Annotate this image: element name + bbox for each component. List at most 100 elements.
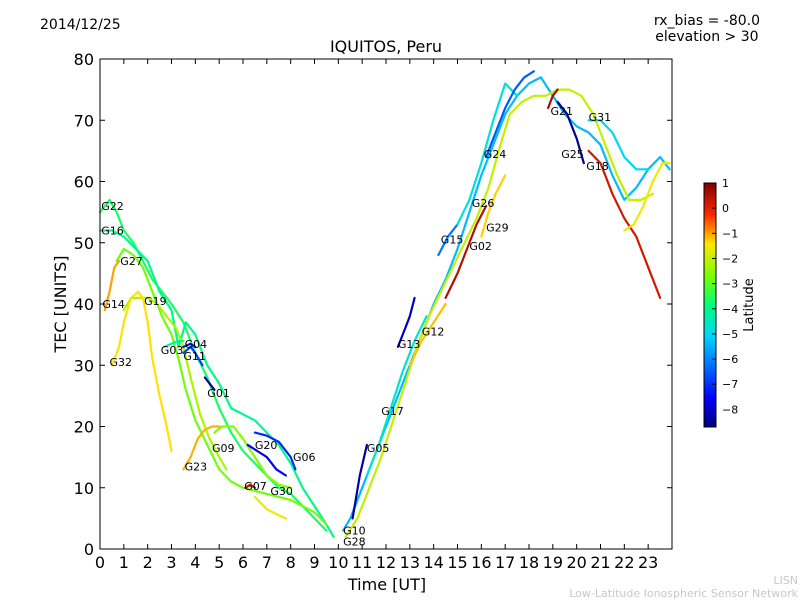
rx-bias-label: rx_bias = -80.0 [653,13,760,29]
sat-label-g25: G25 [561,148,584,161]
colorbar-tick-label: −5 [722,328,738,341]
x-tick-label: 13 [400,553,420,572]
series-g23 [182,425,221,471]
sat-label-g01: G01 [207,387,230,400]
series-g28 [344,88,655,538]
sat-label-g07: G07 [244,480,267,493]
y-tick-label: 70 [74,111,94,130]
sat-label-g17: G17 [381,405,404,418]
sat-label-g10: G10 [343,525,366,538]
sat-label-g27: G27 [120,255,143,268]
y-tick-label: 30 [74,356,94,375]
x-tick-label: 4 [190,553,200,572]
x-tick-label: 21 [590,553,610,572]
colorbar-tick-label: −2 [722,252,738,265]
x-tick-label: 6 [238,553,248,572]
sat-label-g15: G15 [441,234,464,247]
x-tick-label: 9 [309,553,319,572]
colorbar-label: Latitude [742,278,757,332]
sat-label-g20: G20 [255,439,278,452]
series-g13 [396,296,416,348]
x-tick-label: 18 [519,553,539,572]
sat-label-g31: G31 [589,111,612,124]
date-label: 2014/12/25 [40,17,121,33]
series-g15 [437,223,459,257]
series-g12 [408,302,447,367]
x-tick-label: 7 [262,553,272,572]
series-g21 [546,88,559,110]
y-tick-label: 0 [84,540,94,559]
series-g25 [556,100,585,165]
bias-info: rx_bias = -80.0 elevation > 30 [654,13,760,45]
y-tick-label: 20 [74,418,94,437]
x-tick-label: 22 [614,553,634,572]
x-tick-label: 15 [447,553,467,572]
x-tick-label: 2 [143,553,153,572]
x-tick-label: 11 [352,553,372,572]
x-tick-label: 14 [423,553,443,572]
x-axis-label: Time [UT] [347,575,426,594]
colorbar-tick-label: −7 [722,378,738,391]
sat-label-g06: G06 [293,451,316,464]
series-g09 [213,425,292,489]
series-g07 [244,483,256,489]
sat-label-g09: G09 [212,442,235,455]
sat-label-g19: G19 [144,295,167,308]
series-g11 [182,345,204,367]
series-g06 [253,431,297,471]
y-tick-label: 80 [74,50,94,69]
series-g27 [115,247,328,526]
sat-label-g11: G11 [183,350,206,363]
footer-lisn: LISN [773,574,798,587]
y-tick-label: 60 [74,173,94,192]
series-g16 [98,229,335,538]
series-g20 [246,443,287,477]
colorbar-ticks: 1 0 −1 −2 −3 −4 −5 −6 −7 −8 [712,177,738,416]
x-tick-label: 20 [566,553,586,572]
sat-label-g29: G29 [486,221,509,234]
series-g29 [480,174,507,238]
x-tick-label: 10 [328,553,348,572]
series-g31 [587,119,650,171]
series-g03 [163,339,185,348]
footer-network: Low-Latitude Ionospheric Sensor Network [569,587,798,600]
y-tick-label: 40 [74,295,94,314]
sat-label-g18: G18 [586,160,609,173]
footer: LISN Low-Latitude Ionospheric Sensor Net… [569,574,798,600]
series-g10 [342,76,671,532]
series-g02 [444,204,488,299]
colorbar-tick-label: −6 [722,353,738,366]
x-tick-label: 12 [376,553,396,572]
y-tick-label: 50 [74,234,94,253]
series-g30 [253,495,287,520]
sat-label-g03: G03 [161,344,184,357]
x-tick-label: 5 [214,553,224,572]
colorbar-tick-label: −3 [722,278,738,291]
sat-label-g02: G02 [469,240,492,253]
x-tick-label: 19 [543,553,563,572]
series-g17 [365,315,428,477]
colorbar-tick-label: −4 [722,303,738,316]
sat-label-g05: G05 [367,442,390,455]
chart-title: IQUITOS, Peru [329,37,443,56]
x-axis-ticks: 0 1 2 3 4 5 6 7 8 9 10 11 12 13 14 15 16 17 18 19 20 21 22 23 [95,59,658,572]
x-tick-label: 8 [286,553,296,572]
y-axis-ticks: 0 10 20 30 40 50 60 70 80 [74,50,672,559]
sat-label-g13: G13 [398,338,421,351]
series-g18b [623,162,671,232]
series-g01 [203,376,216,391]
series-g22 [98,198,328,532]
colorbar [703,182,717,428]
sat-label-g30: G30 [270,485,293,498]
sat-label-g16: G16 [101,225,124,238]
series-layer [98,70,671,538]
sat-label-g04: G04 [185,338,208,351]
x-tick-label: 3 [166,553,176,572]
series-g24 [485,70,535,159]
sat-label-g26: G26 [472,197,495,210]
series-g14 [103,260,121,312]
series-g19 [122,296,228,471]
series-g32 [110,290,173,453]
